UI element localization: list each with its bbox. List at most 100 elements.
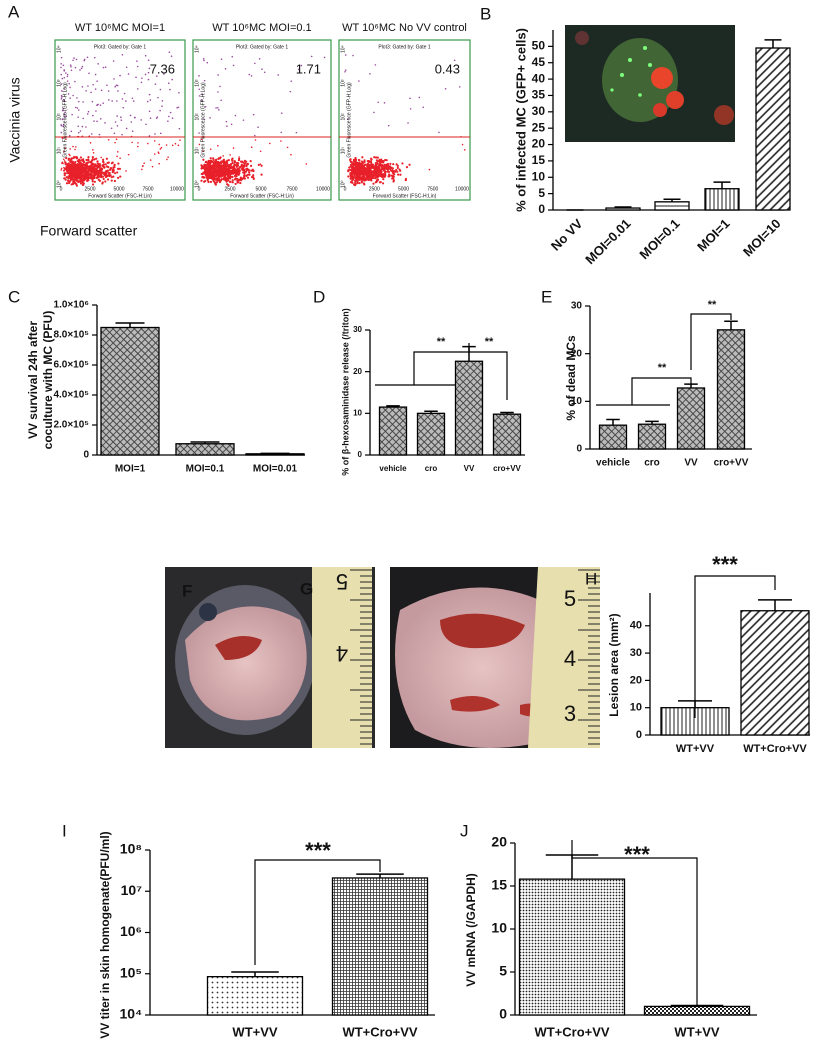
events — [344, 54, 466, 187]
event-dot — [81, 181, 85, 184]
event-dot — [72, 145, 74, 148]
event-dot — [82, 163, 85, 166]
significance-bracket — [413, 343, 470, 385]
y-tick-label: 4.0×10⁵ — [53, 390, 89, 401]
event-dot — [209, 157, 212, 160]
y-axis-label: % of infected MC (GFP+ cells) — [513, 28, 528, 212]
bar — [716, 329, 746, 450]
event-dot — [70, 177, 73, 181]
event-dot — [369, 168, 372, 172]
y-tick-label: 30 — [532, 104, 546, 118]
significance-label: *** — [712, 552, 738, 577]
event-dot — [90, 91, 92, 94]
event-dot — [214, 175, 217, 178]
event-dot — [93, 174, 97, 177]
event-dot — [83, 175, 86, 178]
event-dot — [362, 169, 366, 172]
event-dot — [61, 137, 64, 139]
event-dot — [114, 121, 117, 123]
event-dot — [235, 174, 238, 178]
event-dot — [65, 176, 68, 179]
event-dot — [280, 131, 283, 134]
event-dot — [92, 149, 94, 151]
event-dot — [365, 170, 368, 174]
event-dot — [95, 170, 98, 173]
event-dot — [168, 51, 171, 53]
event-dot — [240, 163, 243, 166]
gate-percent: 7.36 — [150, 61, 175, 76]
event-dot — [225, 165, 229, 168]
event-dot — [364, 178, 367, 181]
event-dot — [359, 176, 362, 179]
event-dot — [113, 166, 116, 169]
event-dot — [106, 169, 109, 172]
event-dot — [62, 125, 64, 127]
event-dot — [359, 172, 362, 175]
event-dot — [388, 165, 392, 168]
event-dot — [217, 106, 219, 109]
event-dot — [104, 180, 107, 183]
event-dot — [233, 161, 237, 164]
photo-g — [390, 567, 600, 748]
event-dot — [158, 143, 160, 146]
event-dot — [203, 79, 206, 82]
event-dot — [211, 160, 214, 163]
event-dot — [394, 170, 397, 173]
event-dot — [63, 100, 65, 102]
event-dot — [238, 157, 241, 160]
event-dot — [232, 147, 235, 149]
event-dot — [391, 177, 394, 180]
event-dot — [381, 164, 384, 167]
event-dot — [144, 73, 147, 76]
event-dot — [395, 163, 398, 166]
event-dot — [108, 99, 110, 101]
event-dot — [80, 67, 83, 70]
event-dot — [154, 83, 157, 85]
event-dot — [60, 96, 63, 98]
event-dot — [350, 177, 353, 180]
event-dot — [157, 151, 160, 154]
event-dot — [368, 164, 371, 167]
event-dot — [222, 158, 225, 161]
event-dot — [110, 176, 113, 179]
event-dot — [60, 97, 63, 100]
event-dot — [110, 179, 113, 182]
event-dot — [99, 104, 102, 106]
plot-x-tick: 10000 — [455, 186, 469, 192]
bar — [100, 326, 160, 456]
y-axis-label: % of dead MCs — [564, 335, 578, 421]
event-dot — [204, 169, 207, 172]
event-dot — [204, 166, 207, 170]
event-dot — [97, 103, 99, 106]
event-dot — [351, 170, 354, 173]
event-dot — [165, 144, 168, 146]
event-dot — [117, 162, 120, 165]
event-dot — [378, 174, 381, 177]
event-dot — [258, 58, 261, 60]
event-dot — [63, 167, 66, 170]
event-dot — [234, 114, 237, 117]
event-dot — [231, 168, 235, 171]
event-dot — [120, 119, 123, 121]
event-dot — [392, 171, 395, 174]
event-dot — [245, 164, 248, 168]
x-tick-label: MOI=0.1 — [186, 464, 225, 475]
event-dot — [73, 175, 76, 178]
event-dot — [217, 144, 219, 147]
event-dot — [358, 165, 361, 168]
plot-y-tick: 10⁰ — [56, 180, 62, 188]
plot-y-tick: 10² — [194, 113, 200, 121]
event-dot — [101, 165, 104, 167]
bar — [643, 1005, 751, 1016]
event-dot — [418, 96, 421, 99]
y-tick-label: 30 — [571, 301, 583, 312]
event-dot — [151, 165, 154, 168]
plot-y-label: Green Fluorescence (GFP-H:Log) — [62, 82, 68, 158]
event-dot — [259, 150, 262, 153]
event-dot — [63, 115, 66, 118]
event-dot — [178, 127, 181, 130]
bar — [704, 188, 740, 211]
event-dot — [387, 124, 390, 127]
event-dot — [252, 176, 255, 179]
event-dot — [371, 177, 374, 180]
